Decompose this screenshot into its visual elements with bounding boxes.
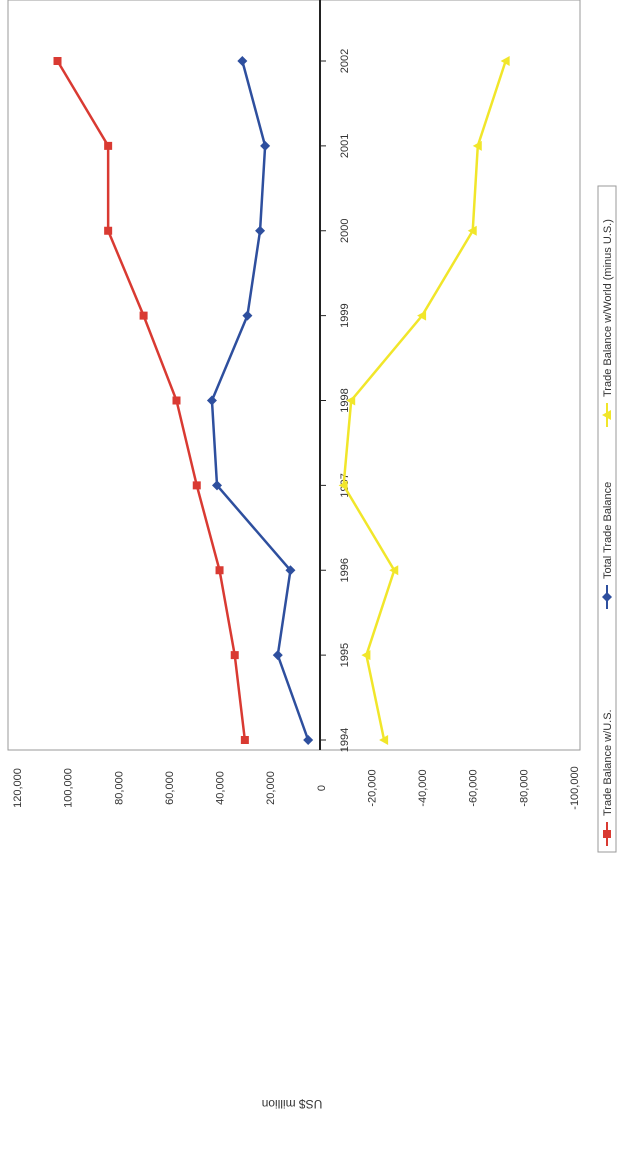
x-tick-label: 2000 xyxy=(339,219,351,243)
legend-swatch-marker xyxy=(603,830,611,838)
legend-label: Trade Balance w/U.S. xyxy=(602,709,614,816)
series-1-point xyxy=(53,57,62,65)
series-2-point xyxy=(206,395,217,406)
series-1-point xyxy=(240,736,249,744)
y-tick-label: -40,000 xyxy=(417,769,429,806)
y-tick-label: 40,000 xyxy=(215,771,227,805)
x-tick-label: 1995 xyxy=(339,643,351,667)
legend: Trade Balance w/U.S. Total Trade Balance T… xyxy=(597,185,617,853)
series-3-point xyxy=(361,650,371,661)
series-1-point xyxy=(172,396,181,405)
series-3-point xyxy=(379,735,389,745)
y-tick-label: 120,000 xyxy=(12,768,24,808)
series-2-point xyxy=(242,310,253,321)
y-tick-label: -100,000 xyxy=(569,766,581,809)
series-3-point xyxy=(472,140,482,151)
series-1-point xyxy=(104,141,113,150)
series-2-point xyxy=(272,650,283,661)
series-1-point xyxy=(230,651,239,660)
series-3-point xyxy=(346,395,356,406)
y-axis-label: US$ million xyxy=(262,1097,323,1111)
y-tick-label: 80,000 xyxy=(113,771,125,805)
series-2-point xyxy=(260,140,271,151)
series-3-point xyxy=(467,225,477,236)
x-tick-label: 1998 xyxy=(339,388,351,412)
legend-box xyxy=(597,185,617,853)
x-tick-label: 1994 xyxy=(339,728,351,752)
y-tick-label: 100,000 xyxy=(63,768,75,808)
series-3-point xyxy=(338,480,348,491)
y-tick-label: -60,000 xyxy=(468,769,480,806)
y-tick-label: 0 xyxy=(316,785,328,791)
series-1-point xyxy=(139,311,148,320)
series-1-point xyxy=(104,226,113,235)
plot-area xyxy=(7,0,581,751)
series-2-point xyxy=(237,56,248,66)
y-tick-label: -20,000 xyxy=(366,769,378,806)
legend-swatch-marker xyxy=(602,592,612,602)
x-tick-label: 2001 xyxy=(339,134,351,158)
series-1-point xyxy=(215,566,224,575)
series-2-point xyxy=(285,565,296,576)
series-1-point xyxy=(192,481,201,490)
series-group xyxy=(53,56,510,745)
y-tick-label: 20,000 xyxy=(265,771,277,805)
x-tick-label: 1996 xyxy=(339,558,351,582)
y-tick-label: 60,000 xyxy=(164,771,176,805)
series-2-point xyxy=(212,480,223,491)
series-3-point xyxy=(389,565,399,576)
series-2-point xyxy=(303,735,314,745)
legend-label: Trade Balance w/World (minus U.S.) xyxy=(602,219,614,397)
series-3-point xyxy=(500,56,510,66)
legend-swatch-marker xyxy=(602,410,611,420)
series-2-point xyxy=(255,225,266,236)
series-3-point xyxy=(417,310,427,321)
x-tick-label: 2002 xyxy=(339,49,351,73)
legend-label: Total Trade Balance xyxy=(602,482,614,579)
y-tick-label: -80,000 xyxy=(518,769,530,806)
x-tick-label: 1999 xyxy=(339,303,351,327)
y-axis-ticks: 120,000 100,000 80,000 60,000 40,000 20,000 0 -… xyxy=(12,766,581,809)
